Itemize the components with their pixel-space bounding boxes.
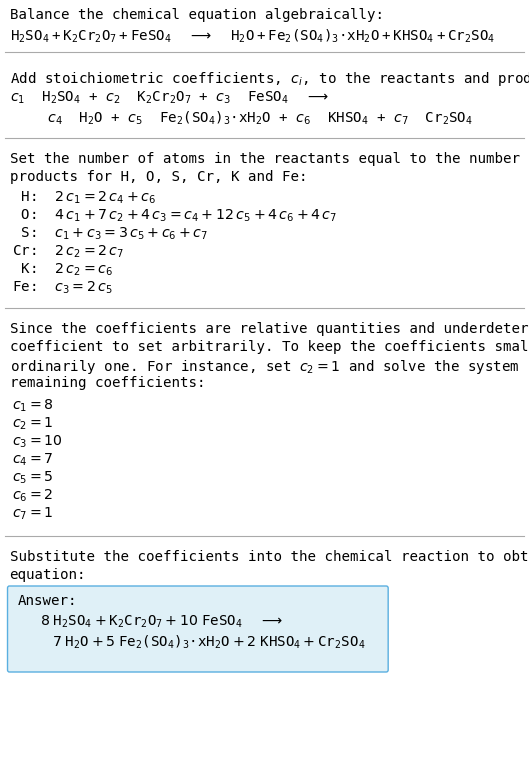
- Text: Set the number of atoms in the reactants equal to the number of atoms in the: Set the number of atoms in the reactants…: [10, 152, 529, 166]
- Text: Balance the chemical equation algebraically:: Balance the chemical equation algebraica…: [10, 8, 384, 22]
- Text: $c_4$  $\mathregular{H_2O}$ + $c_5$  $\mathregular{Fe_2(SO_4)_3{\cdot}xH_2O}$ + : $c_4$ $\mathregular{H_2O}$ + $c_5$ $\mat…: [22, 110, 472, 127]
- Text: $c_7 = 1$: $c_7 = 1$: [12, 506, 53, 522]
- Text: $c_1 = 8$: $c_1 = 8$: [12, 398, 53, 415]
- Text: coefficient to set arbitrarily. To keep the coefficients small, the arbitrary va: coefficient to set arbitrarily. To keep …: [10, 340, 529, 354]
- Text: K:  $2\,c_2 = c_6$: K: $2\,c_2 = c_6$: [12, 262, 113, 278]
- Text: $c_3 = 10$: $c_3 = 10$: [12, 434, 62, 450]
- Text: Cr:  $2\,c_2 = 2\,c_7$: Cr: $2\,c_2 = 2\,c_7$: [12, 244, 124, 260]
- Text: Answer:: Answer:: [17, 594, 77, 608]
- Text: $\mathregular{H_2SO_4 + K_2Cr_2O_7 + FeSO_4}$  $\longrightarrow$  $\mathregular{: $\mathregular{H_2SO_4 + K_2Cr_2O_7 + FeS…: [10, 28, 495, 46]
- Text: remaining coefficients:: remaining coefficients:: [10, 376, 205, 390]
- Text: $c_6 = 2$: $c_6 = 2$: [12, 488, 53, 505]
- Text: Since the coefficients are relative quantities and underdetermined, choose a: Since the coefficients are relative quan…: [10, 322, 529, 336]
- Text: $c_4 = 7$: $c_4 = 7$: [12, 452, 53, 468]
- Text: H:  $2\,c_1 = 2\,c_4 + c_6$: H: $2\,c_1 = 2\,c_4 + c_6$: [12, 190, 156, 206]
- Text: $c_2 = 1$: $c_2 = 1$: [12, 416, 53, 432]
- Text: products for H, O, S, Cr, K and Fe:: products for H, O, S, Cr, K and Fe:: [10, 170, 307, 184]
- Text: $c_5 = 5$: $c_5 = 5$: [12, 470, 53, 487]
- Text: $7\;\mathregular{H_2O} + 5\;\mathregular{Fe_2(SO_4)_3{\cdot}xH_2O} + 2\;\mathreg: $7\;\mathregular{H_2O} + 5\;\mathregular…: [51, 634, 365, 652]
- Text: ordinarily one. For instance, set $c_2 = 1$ and solve the system of equations fo: ordinarily one. For instance, set $c_2 =…: [10, 358, 529, 376]
- Text: O:  $4\,c_1 + 7\,c_2 + 4\,c_3 = c_4 + 12\,c_5 + 4\,c_6 + 4\,c_7$: O: $4\,c_1 + 7\,c_2 + 4\,c_3 = c_4 + 12\…: [12, 208, 337, 225]
- FancyBboxPatch shape: [7, 586, 388, 672]
- Text: $c_1$  $\mathregular{H_2SO_4}$ + $c_2$  $\mathregular{K_2Cr_2O_7}$ + $c_3$  $\ma: $c_1$ $\mathregular{H_2SO_4}$ + $c_2$ $\…: [10, 90, 329, 106]
- Text: $8\;\mathregular{H_2SO_4} + \mathregular{K_2Cr_2O_7} + 10\;\mathregular{FeSO_4}$: $8\;\mathregular{H_2SO_4} + \mathregular…: [40, 614, 282, 630]
- Text: Add stoichiometric coefficients, $c_i$, to the reactants and products:: Add stoichiometric coefficients, $c_i$, …: [10, 70, 529, 88]
- Text: Fe:  $c_3 = 2\,c_5$: Fe: $c_3 = 2\,c_5$: [12, 280, 112, 296]
- Text: equation:: equation:: [10, 568, 86, 582]
- Text: S:  $c_1 + c_3 = 3\,c_5 + c_6 + c_7$: S: $c_1 + c_3 = 3\,c_5 + c_6 + c_7$: [12, 226, 208, 243]
- Text: Substitute the coefficients into the chemical reaction to obtain the balanced: Substitute the coefficients into the che…: [10, 550, 529, 564]
